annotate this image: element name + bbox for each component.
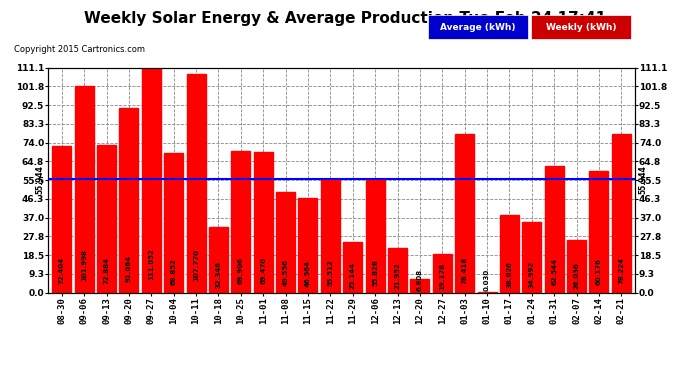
Bar	[455, 134, 474, 292]
Text: 55.944: 55.944	[638, 165, 647, 194]
Text: Weekly Solar Energy & Average Production Tue Feb 24 17:41: Weekly Solar Energy & Average Production…	[84, 11, 606, 26]
Bar	[522, 222, 542, 292]
Text: 19.178: 19.178	[440, 262, 445, 290]
Text: 62.544: 62.544	[551, 258, 558, 285]
Text: 111.052: 111.052	[148, 249, 155, 280]
Text: Copyright 2015 Cartronics.com: Copyright 2015 Cartronics.com	[14, 45, 145, 54]
Bar	[52, 146, 71, 292]
Text: 78.224: 78.224	[618, 256, 624, 284]
Text: 55.828: 55.828	[372, 259, 378, 286]
Text: 34.992: 34.992	[529, 261, 535, 288]
Text: 69.470: 69.470	[260, 257, 266, 285]
Bar	[75, 86, 94, 292]
Text: Weekly (kWh): Weekly (kWh)	[546, 22, 617, 32]
Bar	[97, 145, 116, 292]
Bar	[567, 240, 586, 292]
Bar	[209, 227, 228, 292]
Bar	[141, 68, 161, 292]
Bar	[500, 216, 519, 292]
Bar	[343, 242, 362, 292]
Text: 38.026: 38.026	[506, 261, 513, 288]
Bar	[433, 254, 452, 292]
Bar	[299, 198, 317, 292]
Bar	[276, 192, 295, 292]
Bar	[544, 166, 564, 292]
Text: 46.564: 46.564	[305, 260, 311, 287]
Text: 21.952: 21.952	[395, 262, 400, 289]
Bar	[366, 179, 384, 292]
Bar	[411, 279, 429, 292]
Text: 72.884: 72.884	[104, 257, 110, 284]
Text: 107.770: 107.770	[193, 249, 199, 280]
Text: Average (kWh): Average (kWh)	[440, 22, 515, 32]
Bar	[164, 153, 183, 292]
Text: 101.998: 101.998	[81, 249, 87, 281]
Text: 55.512: 55.512	[327, 259, 333, 286]
Text: 69.906: 69.906	[238, 258, 244, 284]
Text: 60.176: 60.176	[596, 258, 602, 285]
Text: 26.036: 26.036	[573, 262, 580, 289]
Bar	[388, 248, 407, 292]
Text: 72.404: 72.404	[59, 257, 65, 284]
Text: 32.346: 32.346	[215, 261, 221, 288]
Text: 49.556: 49.556	[283, 260, 288, 286]
Bar	[254, 152, 273, 292]
Text: 68.852: 68.852	[170, 258, 177, 285]
Text: 55.944: 55.944	[36, 165, 45, 194]
Text: 25.144: 25.144	[350, 262, 356, 289]
Bar	[612, 134, 631, 292]
Bar	[231, 151, 250, 292]
Text: 6.808: 6.808	[417, 268, 423, 291]
Bar	[321, 180, 340, 292]
Bar	[119, 108, 139, 292]
Text: 0.030: 0.030	[484, 269, 490, 291]
Text: 91.064: 91.064	[126, 255, 132, 282]
Bar	[186, 74, 206, 292]
Text: 78.418: 78.418	[462, 256, 468, 284]
Bar	[589, 171, 609, 292]
